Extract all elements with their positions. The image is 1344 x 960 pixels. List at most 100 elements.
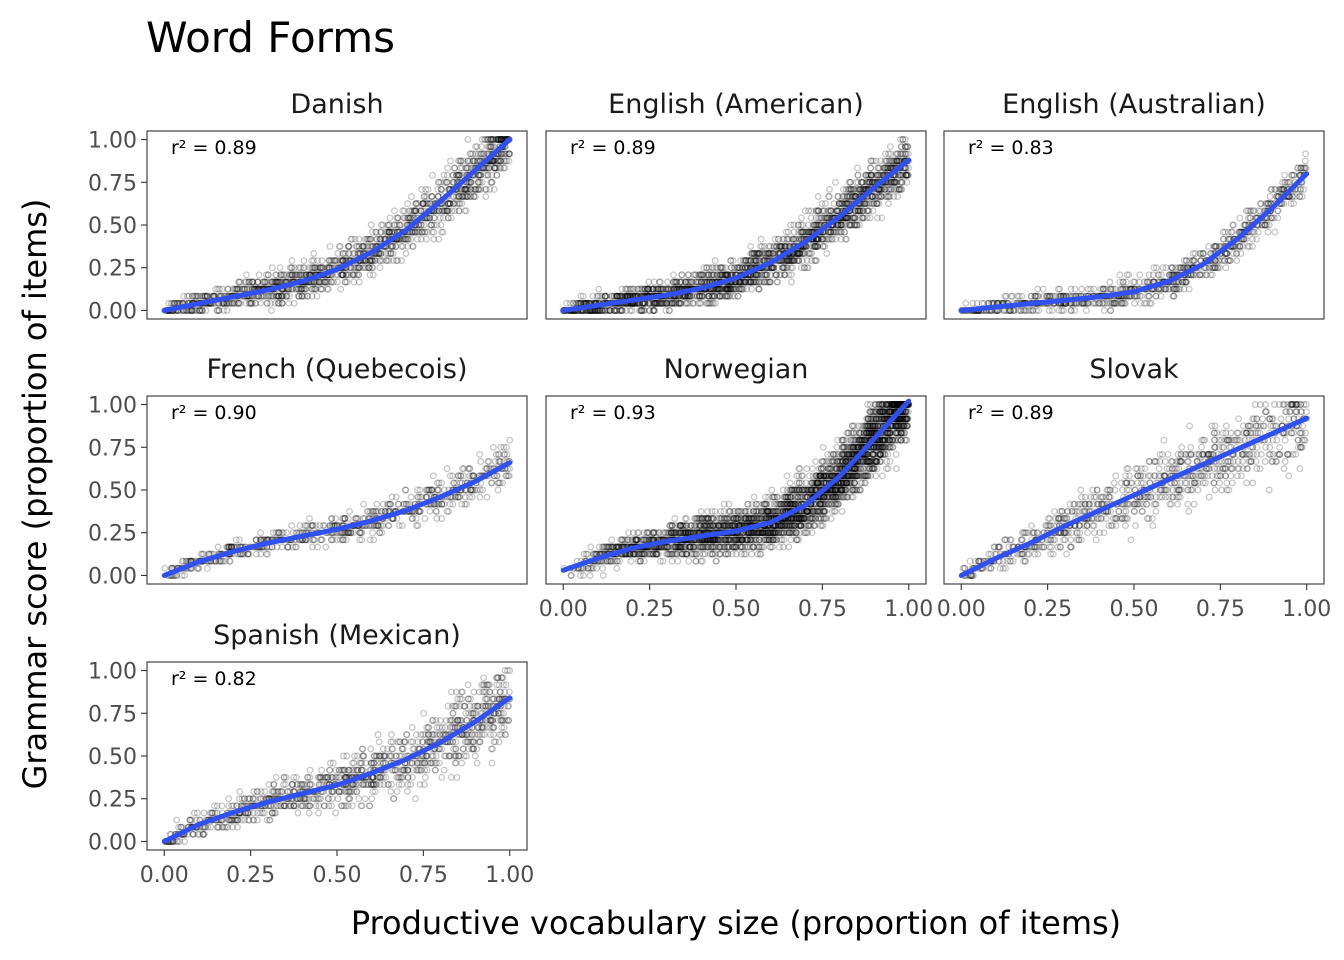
data-point (760, 278, 768, 286)
data-point (292, 285, 300, 293)
data-point (491, 157, 499, 165)
data-point (668, 299, 676, 307)
data-point (843, 214, 851, 222)
data-point (506, 465, 513, 473)
data-point (771, 271, 779, 279)
data-point (455, 472, 462, 480)
data-point (1173, 285, 1180, 293)
data-point (430, 228, 438, 236)
data-point (902, 171, 910, 179)
data-point (383, 228, 391, 236)
data-point (862, 200, 870, 208)
data-point (765, 250, 773, 257)
data-point (716, 285, 724, 293)
data-point (799, 257, 806, 265)
data-point (288, 264, 296, 272)
data-point (440, 171, 448, 179)
data-point (1009, 292, 1016, 300)
data-point (601, 307, 609, 314)
data-point (904, 171, 912, 179)
data-point (741, 264, 749, 272)
data-point (863, 200, 870, 208)
data-point (363, 507, 371, 515)
data-point (787, 257, 795, 265)
data-point (812, 221, 820, 229)
data-point (275, 292, 283, 300)
data-point (682, 278, 690, 286)
data-point (319, 285, 326, 293)
data-point (664, 278, 671, 286)
data-point (476, 178, 484, 186)
data-point (848, 193, 856, 200)
data-point (724, 285, 732, 293)
data-point (851, 207, 859, 215)
data-point (398, 257, 406, 265)
data-point (702, 271, 710, 279)
data-point (1223, 250, 1231, 257)
data-point (472, 143, 480, 151)
data-point (794, 257, 802, 265)
data-point (868, 171, 876, 179)
data-point (902, 171, 910, 179)
data-point (705, 271, 712, 279)
data-point (400, 207, 408, 215)
data-point (268, 292, 275, 300)
data-point (494, 136, 502, 143)
data-point (443, 207, 451, 215)
data-point (446, 500, 454, 508)
data-point (756, 278, 764, 286)
data-point (800, 264, 808, 272)
data-point (877, 185, 885, 193)
data-point (858, 200, 866, 208)
data-point (805, 221, 813, 229)
data-point (1044, 292, 1052, 300)
data-point (752, 278, 760, 286)
data-point (799, 228, 807, 236)
data-point (441, 178, 449, 186)
data-point (397, 235, 405, 243)
data-point (278, 299, 286, 307)
data-point (654, 299, 662, 307)
data-point (434, 193, 442, 200)
data-point (1223, 250, 1231, 257)
data-point (722, 285, 730, 293)
data-point (846, 221, 854, 229)
data-point (814, 242, 822, 250)
data-point (454, 472, 462, 480)
data-point (869, 200, 877, 208)
data-point (638, 307, 646, 314)
data-point (718, 292, 726, 300)
data-point (1170, 285, 1178, 293)
data-point (402, 250, 410, 257)
data-point (814, 193, 822, 200)
data-point (894, 193, 902, 200)
data-point (1183, 257, 1191, 265)
data-point (855, 185, 863, 193)
data-point (852, 193, 860, 200)
data-point (859, 207, 867, 215)
data-point (188, 307, 196, 314)
data-point (1152, 292, 1160, 300)
data-point (357, 529, 365, 537)
data-point (755, 285, 763, 293)
data-point (486, 136, 494, 143)
data-point (650, 278, 658, 286)
data-point (353, 515, 361, 522)
data-point (410, 207, 418, 215)
data-point (705, 299, 713, 307)
data-point (1175, 285, 1183, 293)
data-point (215, 307, 223, 314)
data-point (1101, 299, 1109, 307)
data-point (700, 271, 708, 279)
data-point (460, 185, 468, 193)
data-point (768, 264, 775, 272)
data-point (246, 299, 254, 307)
data-point (428, 486, 436, 494)
data-point (327, 278, 335, 286)
data-point (200, 292, 208, 300)
data-point (1233, 250, 1241, 257)
data-point (386, 214, 394, 222)
data-point (1287, 200, 1295, 208)
data-point (692, 271, 700, 279)
data-point (874, 171, 882, 179)
